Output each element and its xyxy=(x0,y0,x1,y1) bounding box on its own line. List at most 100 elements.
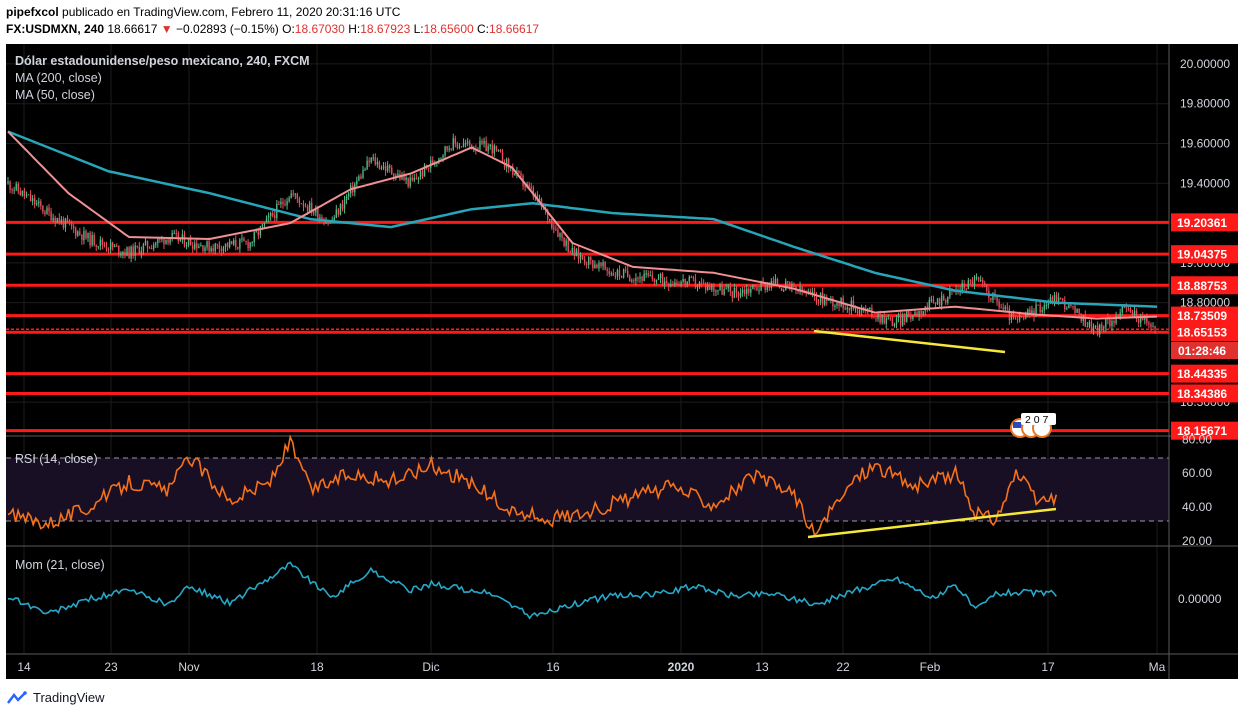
candle-body xyxy=(916,312,918,317)
candle-body xyxy=(663,281,666,285)
candle-body xyxy=(128,247,130,259)
rsi-tick-0: 80.00 xyxy=(1182,432,1212,446)
momentum-axis[interactable]: 0.00000 xyxy=(1178,592,1222,606)
candle-body xyxy=(247,241,249,249)
candle-body xyxy=(466,141,469,144)
candle-body xyxy=(612,273,615,276)
candle-body xyxy=(928,299,931,309)
symbol-label: FX:USDMXN, 240 xyxy=(6,22,105,36)
candle-body xyxy=(483,140,485,144)
candle-body xyxy=(81,234,83,241)
candle-body xyxy=(116,245,118,247)
candle-body xyxy=(142,244,145,252)
candle-body xyxy=(304,206,307,208)
rsi-axis[interactable]: 80.00 60.00 40.00 20.00 xyxy=(1182,432,1212,548)
candle-body xyxy=(737,292,740,297)
candle-body xyxy=(715,290,717,292)
candle-body xyxy=(411,177,413,181)
candle-body xyxy=(179,238,182,241)
rsi-tick-3: 20.00 xyxy=(1182,534,1212,548)
candle-body xyxy=(936,298,939,304)
candle-body xyxy=(832,298,834,307)
candle-body xyxy=(596,264,598,269)
candle-body xyxy=(230,241,233,245)
candle-body xyxy=(973,277,976,286)
candle-body xyxy=(175,232,177,234)
candle-body xyxy=(259,226,262,236)
candle-body xyxy=(602,262,604,267)
candle-body xyxy=(460,146,463,148)
candle-body xyxy=(546,210,549,220)
level-tag-1 xyxy=(1171,245,1238,264)
candle-body xyxy=(109,242,112,250)
candle-body xyxy=(1027,309,1029,314)
candle-body xyxy=(1137,319,1140,323)
candle-body xyxy=(883,315,885,324)
legend-momentum[interactable]: Mom (21, close) xyxy=(15,558,105,572)
tradingview-brand[interactable]: TradingView xyxy=(33,690,105,705)
chart-canvas[interactable]: Dólar estadounidense/peso mexicano, 240,… xyxy=(6,44,1238,679)
candle-body xyxy=(940,295,943,306)
level-tag-label-8: 18.15671 xyxy=(1177,424,1227,438)
candle-body xyxy=(922,310,924,315)
candle-body xyxy=(54,217,56,223)
candle-body xyxy=(1135,310,1138,320)
candle-body xyxy=(60,219,63,223)
candle-body xyxy=(87,232,89,239)
legend-ma200[interactable]: MA (200, close) xyxy=(15,71,102,85)
candle-body xyxy=(676,282,678,285)
events-count-box xyxy=(1021,413,1056,425)
candle-body xyxy=(949,290,951,297)
economic-events-badge[interactable]: 2 0 7 xyxy=(1010,413,1056,438)
candle-body xyxy=(1000,307,1002,309)
candle-body xyxy=(906,311,908,322)
rsi-support-trendline[interactable] xyxy=(807,507,1057,539)
legend-rsi[interactable]: RSI (14, close) xyxy=(15,452,98,466)
candle-body xyxy=(257,231,260,236)
price-support-trendline[interactable] xyxy=(813,329,1006,354)
candle-body xyxy=(524,185,526,187)
candle-body xyxy=(1010,313,1013,321)
candle-body xyxy=(167,239,169,243)
candle-body xyxy=(152,244,155,249)
candle-body xyxy=(464,143,467,145)
candle-body xyxy=(126,247,128,256)
candle-body xyxy=(620,276,623,278)
candle-body xyxy=(165,239,167,245)
close-label: C: xyxy=(477,22,490,36)
candle-body xyxy=(1014,318,1017,320)
legend-ma50[interactable]: MA (50, close) xyxy=(15,88,95,102)
candle-body xyxy=(372,157,374,159)
candle-body xyxy=(269,213,272,217)
candle-body xyxy=(485,140,487,152)
candle-body xyxy=(649,275,651,277)
candle-body xyxy=(274,215,276,218)
candle-body xyxy=(33,198,36,205)
candle-body xyxy=(1123,306,1125,308)
candle-body xyxy=(376,161,379,165)
rsi-line xyxy=(7,434,1058,537)
events-count: 2 0 7 xyxy=(1025,414,1049,426)
chart-svg[interactable]: Dólar estadounidense/peso mexicano, 240,… xyxy=(6,44,1238,679)
candle-body xyxy=(46,207,48,214)
candle-body xyxy=(571,247,573,253)
time-axis[interactable]: 14 23 Nov 18 Dic 16 2020 13 22 Feb 17 Ma xyxy=(17,660,1165,674)
candle-body xyxy=(202,245,204,252)
candle-body xyxy=(875,318,877,320)
candle-body xyxy=(780,287,783,291)
candle-body xyxy=(1037,304,1039,306)
close-value: 18.66617 xyxy=(489,22,540,36)
candle-body xyxy=(1098,324,1101,335)
candle-body xyxy=(869,307,871,309)
candle-body xyxy=(444,146,446,156)
candle-body xyxy=(641,277,643,282)
time-tick-11: Ma xyxy=(1149,660,1166,674)
candle-body xyxy=(261,223,264,227)
candle-body xyxy=(440,157,442,159)
time-tick-3: 18 xyxy=(310,660,324,674)
candle-body xyxy=(362,169,364,179)
author-name[interactable]: pipefxcol xyxy=(6,5,59,19)
candle-body xyxy=(965,288,967,290)
candle-body xyxy=(245,241,247,243)
candle-body xyxy=(423,164,426,177)
